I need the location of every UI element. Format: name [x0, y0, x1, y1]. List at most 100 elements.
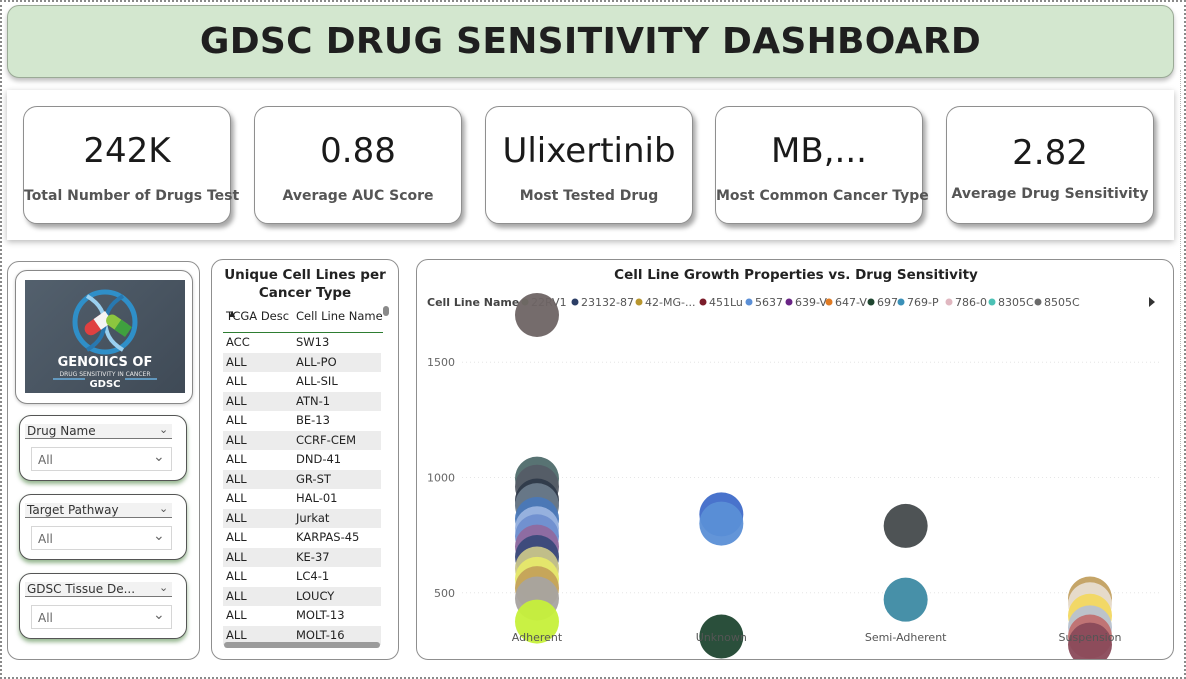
- y-tick-label: 1500: [427, 356, 455, 369]
- legend-item[interactable]: 8505C: [1044, 296, 1080, 309]
- data-point[interactable]: [515, 599, 559, 644]
- legend-marker[interactable]: [945, 298, 953, 306]
- table-row[interactable]: ALL GR-ST: [223, 469, 381, 489]
- data-point[interactable]: [699, 614, 744, 659]
- drug-name-dropdown[interactable]: All: [31, 447, 172, 471]
- chevron-down-icon[interactable]: ⌄: [153, 607, 165, 623]
- page-scrollbar[interactable]: [1180, 70, 1185, 600]
- kpi-label: Total Number of Drugs Test: [24, 188, 240, 204]
- table-row[interactable]: ALL MOLT-13: [223, 606, 381, 626]
- tcga-desc-cell: ALL: [226, 510, 247, 525]
- gdsc-logo: GENOIICS OF DRUG SENSITIVITY IN CANCER G…: [25, 280, 185, 393]
- table-row[interactable]: ALL ALL-SIL: [223, 372, 381, 392]
- legend-marker[interactable]: [1034, 298, 1042, 306]
- kpi-label: Average AUC Score: [282, 188, 434, 204]
- legend-marker[interactable]: [699, 298, 707, 306]
- legend-marker[interactable]: [571, 298, 579, 306]
- legend-marker[interactable]: [825, 298, 833, 306]
- table-row[interactable]: ALL KARPAS-45: [223, 528, 381, 548]
- tcga-desc-cell: ACC: [226, 335, 250, 349]
- sort-ascending-icon[interactable]: ▲: [229, 309, 236, 318]
- legend-item[interactable]: 8305C: [998, 296, 1034, 309]
- chevron-down-icon[interactable]: ⌄: [153, 449, 165, 465]
- table-vertical-scrollbar[interactable]: [383, 306, 389, 316]
- table-row[interactable]: ACC SW13: [223, 333, 381, 353]
- legend-marker[interactable]: [635, 298, 643, 306]
- cell-line-name-cell: DND-41: [296, 452, 342, 466]
- table-row[interactable]: ALL HAL-01: [223, 489, 381, 509]
- table-row[interactable]: ALL BE-13: [223, 411, 381, 431]
- kpi-label: Average Drug Sensitivity: [951, 186, 1149, 202]
- tcga-desc-cell: ALL: [226, 432, 247, 447]
- tcga-desc-cell: ALL: [226, 491, 247, 505]
- table-horizontal-scrollbar[interactable]: [224, 642, 380, 648]
- x-tick-label: Unknown: [696, 631, 747, 644]
- table-row[interactable]: ALL LOUCY: [223, 586, 381, 606]
- chevron-down-icon[interactable]: ⌄: [159, 502, 169, 515]
- kpi-label: Most Common Cancer Type: [716, 188, 929, 204]
- legend-item[interactable]: 451Lu: [709, 296, 743, 309]
- legend-item[interactable]: 786-0: [955, 296, 987, 309]
- y-tick-label: 1000: [427, 472, 455, 485]
- legend-marker[interactable]: [988, 298, 996, 306]
- cell-line-name-cell: LOUCY: [296, 588, 335, 603]
- tissue-slicer[interactable]: GDSC Tissue De... ⌄ All ⌄: [19, 573, 187, 639]
- chevron-down-icon[interactable]: ⌄: [153, 528, 165, 544]
- tcga-desc-cell: ALL: [226, 627, 247, 642]
- chevron-down-icon[interactable]: ⌄: [159, 581, 169, 594]
- legend-item[interactable]: 23132-87: [581, 296, 634, 309]
- table-title-line: Cancer Type: [258, 285, 352, 301]
- legend-marker[interactable]: [745, 298, 753, 306]
- legend-marker[interactable]: [867, 298, 875, 306]
- legend-next-arrow-icon[interactable]: [1149, 297, 1155, 307]
- legend-item[interactable]: 42-MG-...: [645, 296, 695, 309]
- dashboard-title: GDSC DRUG SENSITIVITY DASHBOARD: [199, 21, 982, 62]
- tissue-dropdown[interactable]: All: [31, 605, 172, 629]
- legend-marker[interactable]: [785, 298, 793, 306]
- cell-line-name-cell: HAL-01: [296, 491, 338, 505]
- data-point[interactable]: [699, 501, 744, 546]
- tcga-desc-cell: ALL: [226, 569, 247, 583]
- filter-panel: GENOIICS OF DRUG SENSITIVITY IN CANCER G…: [7, 261, 200, 660]
- cell-line-name-cell: ALL-SIL: [296, 374, 338, 388]
- drug-name-slicer[interactable]: Drug Name ⌄ All ⌄: [19, 415, 187, 481]
- legend-item[interactable]: 639-V: [795, 296, 827, 309]
- cell-line-name-cell: KE-37: [296, 549, 330, 564]
- data-point[interactable]: [883, 503, 928, 548]
- logo-card: GENOIICS OF DRUG SENSITIVITY IN CANCER G…: [15, 270, 193, 404]
- table-row[interactable]: ALL CCRF-CEM: [223, 430, 381, 450]
- legend-item[interactable]: 697: [877, 296, 898, 309]
- cell-lines-table-panel: Unique Cell Lines per Cancer Type TCGA D…: [211, 259, 399, 660]
- logo-text: GENOIICS OF: [58, 355, 153, 370]
- title-banner: GDSC DRUG SENSITIVITY DASHBOARD: [7, 5, 1174, 78]
- cell-line-name-cell: KARPAS-45: [296, 530, 360, 544]
- table-row[interactable]: ALL LC4-1: [223, 567, 381, 587]
- data-point[interactable]: [515, 292, 559, 337]
- legend-item[interactable]: 769-P: [907, 296, 939, 309]
- table-row[interactable]: ALL ALL-PO: [223, 352, 381, 372]
- legend-item[interactable]: 5637: [755, 296, 783, 309]
- x-tick-label: Adherent: [512, 631, 563, 644]
- kpi-value: 2.82: [1012, 133, 1088, 173]
- kpi-card-most-common-cancer: MB,... Most Common Cancer Type: [715, 106, 929, 224]
- data-point[interactable]: [1068, 622, 1112, 660]
- slicer-title: Target Pathway: [25, 503, 172, 518]
- logo-subtext: DRUG SENSITIVITY IN CANCER: [59, 371, 150, 378]
- column-header-cell-line-name[interactable]: Cell Line Name: [296, 309, 383, 323]
- column-header-tcga-desc[interactable]: TCGA Desc: [226, 309, 290, 323]
- legend-item[interactable]: 647-V: [835, 296, 867, 309]
- legend-marker[interactable]: [897, 298, 905, 306]
- table-row[interactable]: ALL KE-37: [223, 547, 381, 567]
- data-point[interactable]: [883, 577, 928, 622]
- table-row[interactable]: ALL Jurkat: [223, 508, 381, 528]
- target-pathway-slicer[interactable]: Target Pathway ⌄ All ⌄: [19, 494, 187, 560]
- target-pathway-dropdown[interactable]: All: [31, 526, 172, 550]
- table-row[interactable]: ALL ATN-1: [223, 391, 381, 411]
- table-row[interactable]: ALL DND-41: [223, 450, 381, 470]
- chevron-down-icon[interactable]: ⌄: [159, 423, 169, 436]
- tcga-desc-cell: ALL: [226, 413, 247, 427]
- cell-line-name-cell: LC4-1: [296, 569, 330, 583]
- x-tick-label: Suspension: [1059, 631, 1122, 644]
- table-row[interactable]: ALL MOLT-16: [223, 625, 381, 645]
- cell-line-name-cell: GR-ST: [296, 471, 331, 486]
